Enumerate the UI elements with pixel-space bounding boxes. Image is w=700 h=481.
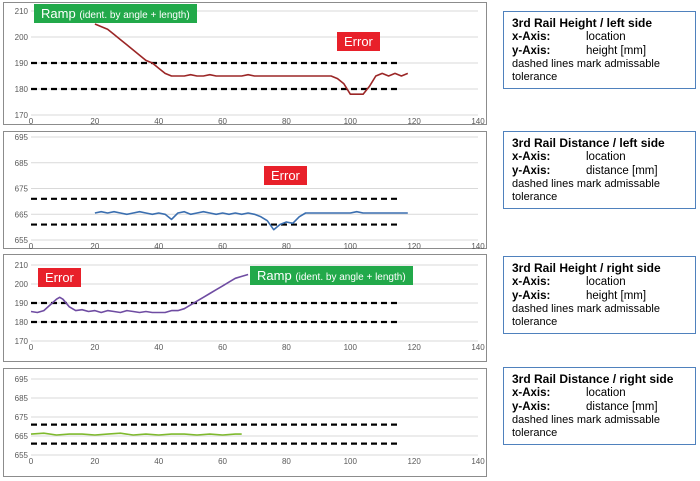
x-tick-label: 140	[471, 117, 485, 126]
y-axis-key: y-Axis:	[512, 165, 551, 177]
legend-left-height: 3rd Rail Height / left side x-Axis: locat…	[503, 11, 696, 89]
x-tick-label: 40	[154, 457, 163, 466]
x-tick-label: 140	[471, 457, 485, 466]
chart-svg: 655 665 675 685 695 0 20 40 60 80 100 120 140	[15, 375, 486, 466]
y-tick-label: 655	[15, 451, 29, 460]
y-tick-label: 685	[15, 159, 29, 168]
series-line	[94, 23, 409, 95]
y-tick-label: 695	[15, 375, 29, 384]
y-tick-label: 685	[15, 394, 29, 403]
ramp-tag: Ramp (ident. by angle + length)	[34, 4, 197, 23]
x-axis-key: x-Axis:	[512, 31, 551, 43]
x-tick-label: 20	[90, 457, 99, 466]
chart-svg: 170 180 190 200 210 0 20 40 60 80 100 120 140	[15, 7, 486, 126]
legend-left-distance: 3rd Rail Distance / left side x-Axis: loc…	[503, 131, 696, 209]
legend-note: dashed lines mark admissable tolerance	[512, 58, 660, 83]
legend-title: 3rd Rail Distance / left side	[512, 136, 665, 150]
x-tick-label: 120	[407, 242, 421, 251]
y-tick-label: 190	[15, 299, 29, 308]
x-tick-label: 0	[29, 457, 34, 466]
y-axis-value: height [mm]	[586, 45, 647, 57]
x-tick-label: 120	[407, 117, 421, 126]
legend-title: 3rd Rail Height / left side	[512, 16, 653, 30]
x-tick-label: 100	[344, 343, 358, 352]
x-tick-label: 100	[344, 117, 358, 126]
x-tick-label: 40	[154, 343, 163, 352]
legend-title: 3rd Rail Distance / right side	[512, 372, 674, 386]
error-tag: Error	[337, 32, 380, 51]
x-tick-label: 40	[154, 242, 163, 251]
error-tag: Error	[264, 166, 307, 185]
y-tick-label: 200	[15, 280, 29, 289]
x-tick-label: 100	[344, 457, 358, 466]
chart-panel-left-height: 170 180 190 200 210 0 20 40 60 80 100 120 140	[3, 2, 487, 126]
series-line	[94, 210, 408, 231]
legend-right-distance: 3rd Rail Distance / right side x-Axis: lo…	[503, 367, 696, 445]
x-axis-value: location	[586, 276, 626, 288]
y-tick-label: 170	[15, 111, 29, 120]
legend-right-height: 3rd Rail Height / right side x-Axis: loca…	[503, 256, 696, 334]
series-line	[30, 273, 249, 314]
y-tick-label: 180	[15, 318, 29, 327]
legend-note: dashed lines mark admissable tolerance	[512, 414, 660, 439]
x-tick-label: 140	[471, 343, 485, 352]
x-tick-label: 120	[407, 343, 421, 352]
x-tick-label: 20	[90, 242, 99, 251]
chart-panel-right-distance: 655 665 675 685 695 0 20 40 60 80 100 120 140	[3, 368, 487, 477]
x-tick-label: 20	[90, 117, 99, 126]
x-axis-value: location	[586, 151, 626, 163]
y-tick-label: 190	[15, 59, 29, 68]
y-axis-key: y-Axis:	[512, 401, 551, 413]
x-axis-value: location	[586, 31, 626, 43]
x-tick-label: 100	[344, 242, 358, 251]
x-tick-label: 0	[29, 343, 34, 352]
y-tick-label: 210	[15, 261, 29, 270]
x-tick-label: 20	[90, 343, 99, 352]
x-tick-label: 80	[282, 457, 291, 466]
x-tick-label: 80	[282, 117, 291, 126]
chart-panel-left-distance: 655 665 675 685 695 0 20 40 60 80 100 120 140	[3, 131, 487, 251]
x-tick-label: 0	[29, 117, 34, 126]
y-axis-value: distance [mm]	[586, 165, 658, 177]
y-tick-label: 675	[15, 413, 29, 422]
ramp-label: Ramp	[257, 268, 292, 283]
y-axis-value: distance [mm]	[586, 401, 658, 413]
y-tick-label: 210	[15, 7, 29, 16]
ramp-tag: Ramp (ident. by angle + length)	[250, 266, 413, 285]
y-tick-label: 665	[15, 432, 29, 441]
error-tag: Error	[38, 268, 81, 287]
x-tick-label: 80	[282, 242, 291, 251]
ramp-sublabel: (ident. by angle + length)	[295, 272, 406, 283]
x-tick-label: 140	[471, 242, 485, 251]
x-tick-label: 60	[218, 457, 227, 466]
y-tick-label: 180	[15, 85, 29, 94]
x-axis-value: location	[586, 387, 626, 399]
legend-note: dashed lines mark admissable tolerance	[512, 178, 660, 203]
y-tick-label: 170	[15, 337, 29, 346]
legend-note: dashed lines mark admissable tolerance	[512, 303, 660, 328]
y-tick-label: 675	[15, 185, 29, 194]
y-axis-key: y-Axis:	[512, 290, 551, 302]
ramp-sublabel: (ident. by angle + length)	[79, 10, 190, 21]
x-tick-label: 0	[29, 242, 34, 251]
y-tick-label: 655	[15, 236, 29, 245]
x-tick-label: 60	[218, 242, 227, 251]
y-axis-value: height [mm]	[586, 290, 647, 302]
ramp-label: Ramp	[41, 6, 76, 21]
chart-svg: 655 665 675 685 695 0 20 40 60 80 100 120 140	[15, 133, 486, 251]
series-line	[30, 432, 242, 436]
x-axis-key: x-Axis:	[512, 151, 551, 163]
y-tick-label: 665	[15, 210, 29, 219]
x-tick-label: 40	[154, 117, 163, 126]
x-axis-key: x-Axis:	[512, 387, 551, 399]
legend-title: 3rd Rail Height / right side	[512, 261, 661, 275]
y-tick-label: 695	[15, 133, 29, 142]
x-axis-key: x-Axis:	[512, 276, 551, 288]
x-tick-label: 80	[282, 343, 291, 352]
x-tick-label: 120	[407, 457, 421, 466]
x-tick-label: 60	[218, 343, 227, 352]
y-tick-label: 200	[15, 33, 29, 42]
x-tick-label: 60	[218, 117, 227, 126]
y-axis-key: y-Axis:	[512, 45, 551, 57]
